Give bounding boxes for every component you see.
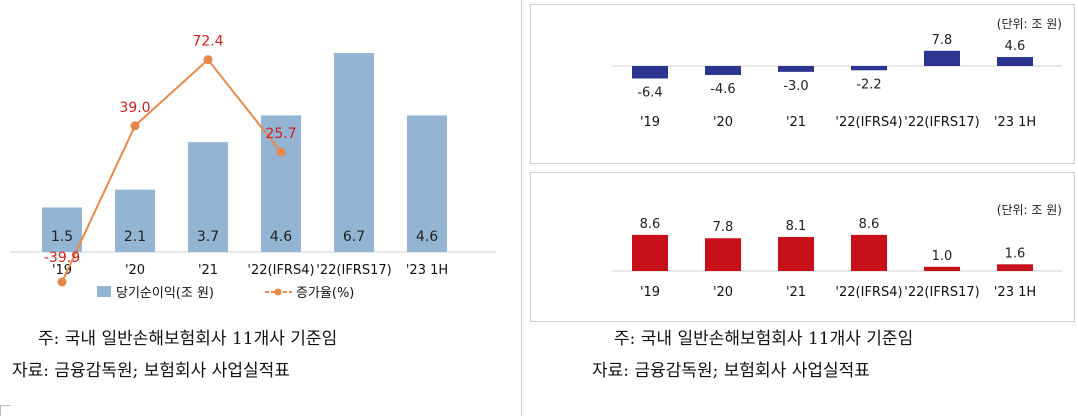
x-tick-label: '19 — [640, 285, 660, 300]
growth-value-label: 39.0 — [119, 100, 150, 116]
x-tick-label: '19 — [640, 115, 660, 130]
unit-label: (단위: 조 원) — [997, 17, 1062, 31]
x-tick-label: '21 — [198, 263, 218, 278]
bar-net-income — [42, 207, 82, 252]
x-tick-label: '22(IFRS17) — [316, 263, 391, 278]
growth-point — [276, 147, 286, 157]
bar-value-label: 7.8 — [932, 33, 953, 48]
x-tick-label: '22(IFRS17) — [904, 285, 979, 300]
x-tick-label: '23 1H — [994, 285, 1036, 300]
legend-line-label: 증가율(%) — [296, 286, 354, 301]
bar-value-label: -2.2 — [856, 77, 881, 92]
x-tick-label: '21 — [786, 115, 806, 130]
growth-point — [57, 277, 67, 287]
unit-label: (단위: 조 원) — [997, 203, 1062, 217]
bar-top — [924, 50, 960, 66]
bar-value-label: 8.6 — [859, 217, 880, 232]
growth-point — [203, 55, 213, 65]
bar-value-label: -6.4 — [637, 85, 662, 100]
growth-line — [61, 58, 282, 283]
growth-point — [130, 121, 140, 131]
legend-bar-swatch — [97, 286, 111, 297]
bar-value-label: 4.6 — [1005, 39, 1026, 54]
bar-value-label: 8.1 — [786, 219, 807, 234]
bar-value-label: 1.0 — [932, 249, 953, 264]
net-income-growth-chart: 1.5 '19 2.1 '20 3.7 '21 4.6 '22(IFRS4) 6.7 '22(IF… — [10, 34, 496, 301]
bar-top — [632, 66, 668, 79]
x-tick-label: '23 1H — [406, 263, 448, 278]
bar-top — [851, 66, 887, 71]
corner-mark — [0, 405, 11, 416]
bar-value-label: 3.7 — [197, 229, 219, 245]
left-note: 주: 국내 일반손해보험회사 11개사 기준임 — [38, 329, 338, 349]
right-bottom-chart-frame — [530, 172, 1075, 322]
bar-value-label: 6.7 — [343, 229, 365, 245]
bar-value-label: 4.6 — [416, 229, 438, 245]
bar-bottom — [851, 234, 887, 271]
right-top-chart-frame — [530, 4, 1075, 164]
bar-value-label: 4.6 — [270, 229, 292, 245]
x-tick-label: '20 — [713, 115, 733, 130]
x-tick-label: '19 — [52, 263, 72, 278]
bar-bottom — [924, 266, 960, 271]
bar-net-income — [334, 53, 374, 253]
bar-bottom — [632, 234, 668, 271]
bar-top — [778, 66, 814, 72]
bar-bottom — [705, 238, 741, 271]
bar-net-income — [261, 115, 301, 252]
bar-value-label: -4.6 — [710, 82, 735, 97]
growth-value-label: -39.9 — [44, 250, 80, 266]
growth-value-label: 25.7 — [265, 126, 296, 142]
right-chart-panel: -6.4 '19 -4.6 '20 -3.0 '21 -2.2 '22(IFRS4) 7.8 '2… — [521, 0, 1078, 416]
bar-net-income — [115, 189, 155, 252]
bar-top — [705, 66, 741, 75]
x-tick-label: '20 — [713, 285, 733, 300]
right-source: 자료: 금융감독원; 보험회사 사업실적표 — [592, 361, 870, 381]
left-chart-panel: 1.5 '19 2.1 '20 3.7 '21 4.6 '22(IFRS4) 6.7 '22(IF… — [0, 0, 506, 416]
x-tick-label: '22(IFRS17) — [904, 115, 979, 130]
bar-value-label: 2.1 — [124, 229, 146, 245]
bar-value-label: -3.0 — [783, 79, 808, 94]
bar-bottom — [997, 264, 1033, 271]
bar-net-income — [188, 142, 228, 252]
x-tick-label: '22(IFRS4) — [835, 285, 902, 300]
x-tick-label: '22(IFRS4) — [247, 263, 314, 278]
growth-value-label: 72.4 — [192, 34, 223, 50]
bar-value-label: 8.6 — [640, 217, 661, 232]
right-note: 주: 국내 일반손해보험회사 11개사 기준임 — [614, 329, 914, 349]
bar-top — [997, 57, 1033, 66]
x-tick-label: '21 — [786, 285, 806, 300]
left-source: 자료: 금융감독원; 보험회사 사업실적표 — [12, 361, 290, 381]
x-tick-label: '23 1H — [994, 115, 1036, 130]
bar-value-label: 1.6 — [1005, 246, 1026, 261]
bar-value-label: 1.5 — [51, 229, 73, 245]
right-charts: -6.4 '19 -4.6 '20 -3.0 '21 -2.2 '22(IFRS4) 7.8 '2… — [612, 17, 1062, 300]
bar-bottom — [778, 236, 814, 271]
legend-line-marker — [274, 288, 282, 296]
x-tick-label: '20 — [125, 263, 145, 278]
x-tick-label: '22(IFRS4) — [835, 115, 902, 130]
bar-net-income — [407, 115, 447, 252]
bar-value-label: 7.8 — [713, 220, 734, 235]
legend-bar-label: 당기순이익(조 원) — [116, 286, 214, 301]
